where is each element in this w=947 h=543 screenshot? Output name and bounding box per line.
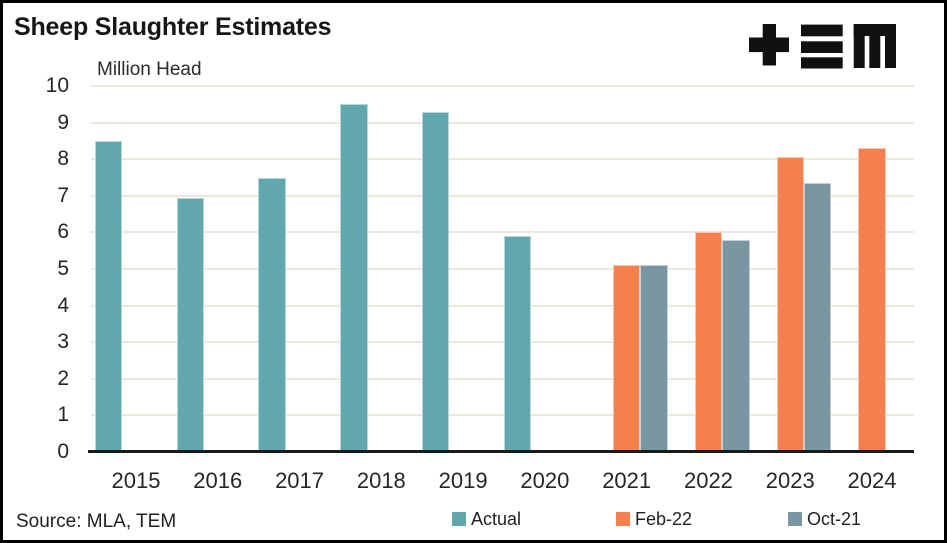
y-axis-tick-label: 4 — [57, 293, 69, 317]
x-axis-line — [88, 450, 914, 453]
y-axis-tick-label: 8 — [57, 147, 69, 171]
gridline — [91, 341, 914, 344]
y-axis-tick-label: 6 — [57, 220, 69, 244]
gridline — [91, 194, 914, 197]
gridline — [91, 268, 914, 270]
y-axis-tick-label: 3 — [57, 330, 69, 354]
legend-label: Actual — [471, 509, 522, 529]
legend-label: Feb-22 — [635, 509, 693, 529]
bar-actual-2019 — [422, 111, 450, 452]
legend-swatch-icon — [616, 512, 630, 526]
gridline — [91, 231, 914, 234]
bar-oct-21-2021 — [640, 265, 668, 452]
x-axis-tick-label: 2015 — [111, 468, 161, 493]
tem-logo-icon — [749, 24, 896, 69]
gridline — [91, 121, 914, 124]
x-axis-tick-label: 2020 — [520, 468, 570, 493]
chart-title: Sheep Slaughter Estimates — [14, 13, 332, 41]
bar-feb-22-2022 — [694, 232, 723, 452]
y-axis-tick-label: 2 — [57, 366, 69, 390]
x-axis-tick-label: 2023 — [765, 468, 815, 493]
bar-feb-22-2021 — [612, 265, 641, 452]
bar-feb-22-2023 — [776, 157, 804, 452]
y-axis-units-label: Million Head — [97, 59, 202, 80]
bar-feb-22-2024 — [858, 148, 886, 452]
y-axis-tick-label: 7 — [57, 183, 69, 207]
gridline — [91, 377, 914, 380]
bar-oct-21-2022 — [722, 239, 750, 452]
source-note: Source: MLA, TEM — [16, 511, 177, 532]
x-axis-tick-label: 2024 — [847, 468, 897, 493]
y-axis-tick-label: 1 — [57, 403, 69, 427]
legend-item-actual: Actual — [452, 509, 521, 530]
bar-actual-2017 — [258, 177, 286, 452]
gridline — [91, 158, 914, 161]
legend-swatch-icon — [452, 512, 466, 526]
x-axis-tick-label: 2021 — [602, 468, 652, 493]
x-axis-tick-label: 2018 — [356, 468, 406, 493]
y-axis-tick-label: 0 — [57, 440, 69, 463]
bar-actual-2018 — [340, 104, 368, 452]
bar-oct-21-2023 — [803, 182, 832, 452]
legend-item-oct-21: Oct-21 — [788, 509, 861, 530]
legend-label: Oct-21 — [807, 509, 862, 529]
y-axis-tick-label: 5 — [57, 257, 69, 280]
gridline — [91, 304, 914, 307]
x-axis-tick-label: 2017 — [275, 468, 325, 493]
legend-swatch-icon — [788, 512, 802, 526]
x-axis-tick-label: 2019 — [438, 468, 488, 493]
y-axis-tick-label: 9 — [57, 110, 69, 134]
legend-item-feb-22: Feb-22 — [616, 509, 692, 530]
gridline — [91, 85, 914, 87]
bar-actual-2015 — [94, 140, 123, 452]
bar-actual-2016 — [176, 197, 205, 452]
bar-actual-2020 — [503, 236, 532, 452]
y-axis-tick-label: 10 — [45, 74, 69, 97]
x-axis-tick-label: 2022 — [683, 468, 733, 493]
gridline — [91, 414, 914, 417]
x-axis-tick-label: 2016 — [193, 468, 243, 493]
